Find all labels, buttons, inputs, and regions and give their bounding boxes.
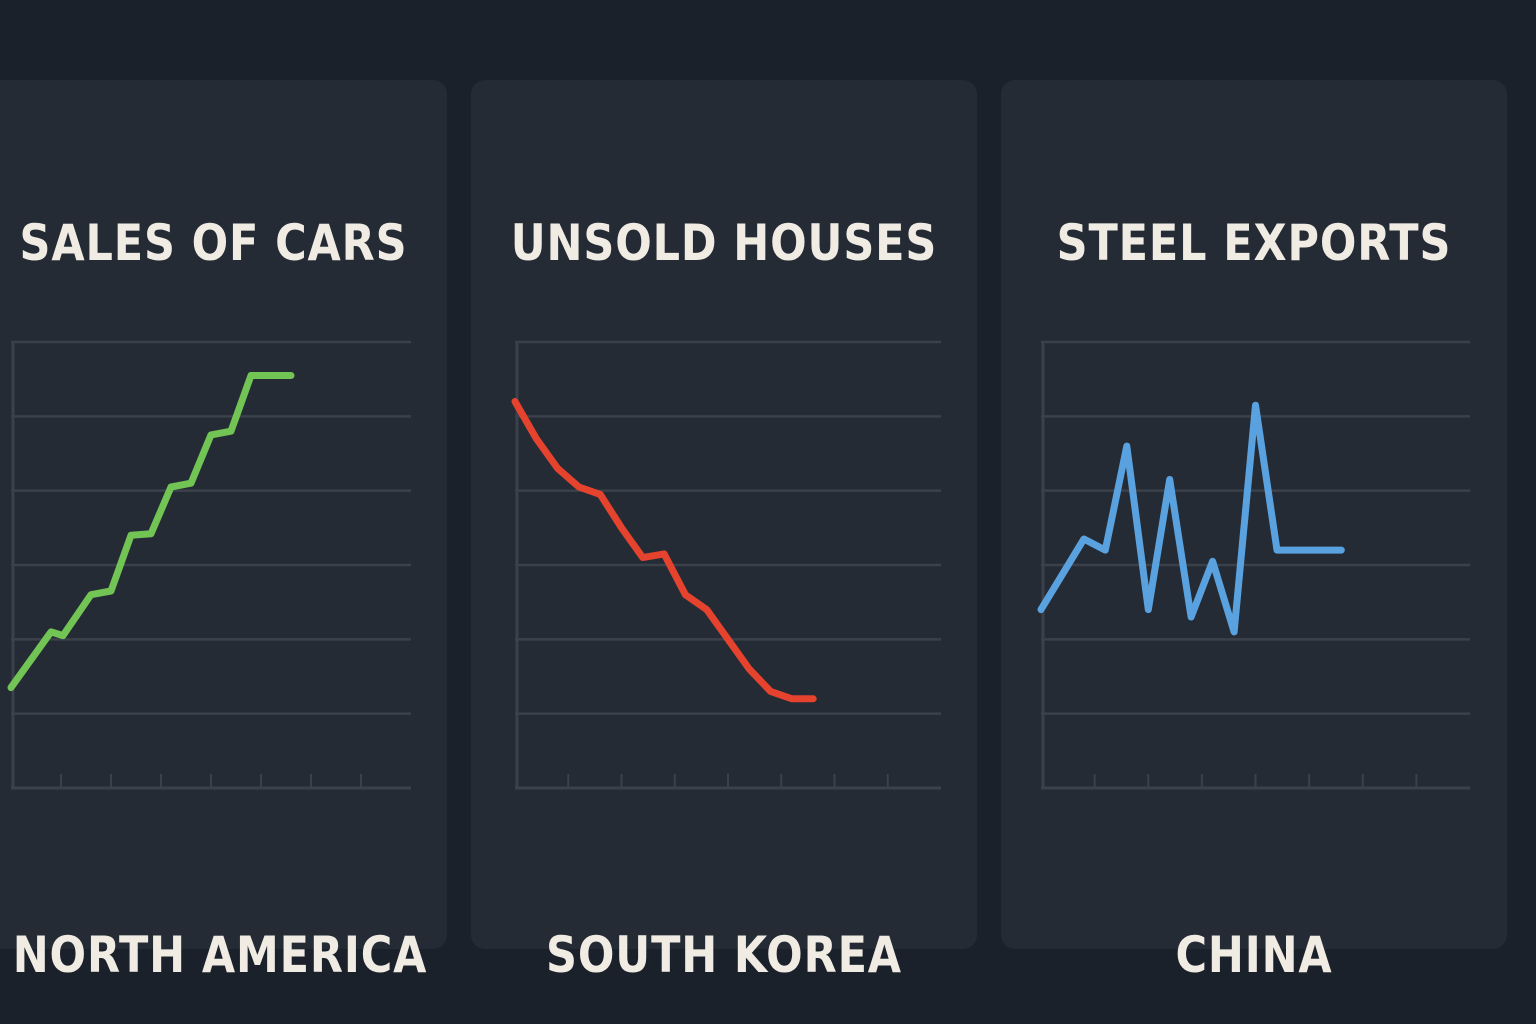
series-line: [511, 398, 817, 703]
chart-panel-sales-of-cars: SALES OF CARS NORTH AMERICA: [0, 80, 447, 984]
chart-title: STEEL EXPORTS: [1056, 214, 1452, 272]
series-line: [7, 372, 295, 692]
chart-caption: CHINA: [1175, 926, 1333, 984]
chart-title: SALES OF CARS: [19, 214, 408, 272]
chart-panel-unsold-houses: UNSOLD HOUSES SOUTH KOREA: [471, 80, 977, 984]
series-line: [1037, 401, 1345, 636]
chart-title: UNSOLD HOUSES: [510, 214, 938, 272]
line-chart-sales-of-cars: [7, 340, 411, 790]
line-chart-steel-exports: [1037, 340, 1470, 790]
chart-caption: SOUTH KOREA: [546, 926, 902, 984]
chart-caption: NORTH AMERICA: [12, 926, 428, 984]
chart-panel-steel-exports: STEEL EXPORTS CHINA: [1001, 80, 1507, 984]
line-chart-unsold-houses: [511, 340, 941, 790]
